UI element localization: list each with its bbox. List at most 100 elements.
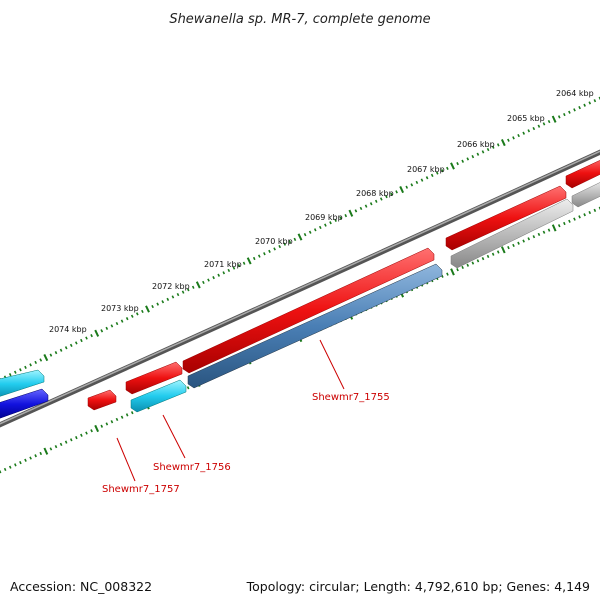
gene-forward-5[interactable] [565, 158, 600, 189]
outer-minor-tick [435, 171, 439, 175]
outer-minor-tick [242, 261, 246, 265]
outer-minor-tick [13, 370, 17, 374]
outer-minor-tick [8, 373, 12, 377]
gene-forward-2[interactable] [125, 361, 183, 395]
outer-minor-tick [207, 278, 210, 282]
inner-major-tick [500, 246, 506, 254]
outer-minor-tick [222, 271, 226, 275]
outer-minor-tick [34, 360, 38, 365]
outer-minor-tick [461, 159, 465, 163]
outer-minor-tick [120, 319, 124, 323]
outer-minor-tick [588, 101, 592, 105]
gene-forward-3[interactable] [182, 247, 435, 374]
outer-minor-tick [105, 326, 109, 330]
outer-minor-tick [161, 300, 165, 304]
outer-minor-tick [313, 228, 317, 232]
outer-major-tick [94, 329, 100, 337]
outer-minor-tick [74, 341, 78, 345]
left-partial-genes [0, 369, 49, 420]
outer-minor-tick [217, 273, 221, 277]
outer-minor-tick [405, 185, 409, 189]
outer-minor-tick [54, 351, 58, 355]
inner-minor-tick [34, 454, 37, 458]
outer-major-tick [399, 185, 405, 194]
outer-minor-tick [425, 176, 429, 180]
genome-backbone-highlight [0, 150, 600, 425]
outer-major-tick [551, 115, 557, 123]
inner-minor-tick [100, 424, 104, 428]
inner-minor-tick [90, 429, 93, 433]
gene-label-1756[interactable]: Shewmr7_1756 [153, 462, 231, 473]
outer-minor-tick [364, 204, 368, 208]
inner-minor-tick [456, 268, 459, 272]
outer-minor-tick [344, 213, 348, 218]
kbp-labels: 2064 kbp 2065 kbp 2066 kbp 2067 kbp 2068… [49, 89, 594, 334]
outer-minor-tick [542, 122, 546, 126]
inner-minor-tick [8, 465, 12, 469]
inner-minor-tick [105, 422, 109, 426]
inner-minor-tick [69, 438, 73, 442]
outer-minor-tick [430, 173, 434, 178]
inner-minor-tick [110, 420, 114, 424]
outer-minor-tick [80, 338, 83, 343]
gene-grey-right[interactable] [450, 198, 574, 269]
gene-label-1757[interactable]: Shewmr7_1757 [102, 484, 180, 495]
inner-minor-tick [593, 208, 597, 213]
outer-minor-tick [171, 295, 175, 299]
gene-forward-4[interactable] [445, 185, 567, 251]
outer-minor-tick [130, 314, 134, 318]
inner-minor-tick [588, 210, 592, 215]
outer-minor-tick [263, 252, 266, 256]
inner-minor-tick [75, 435, 78, 440]
outer-minor-tick [227, 268, 231, 273]
kbp-label-2068: 2068 kbp [356, 189, 394, 198]
inner-minor-tick [583, 213, 586, 217]
kbp-label-2074: 2074 kbp [49, 325, 87, 334]
leader-line-1757 [116, 437, 136, 482]
outer-minor-tick [395, 190, 398, 194]
gene-labels: Shewmr7_1755 Shewmr7_1756 Shewmr7_1757 [102, 392, 390, 495]
inner-minor-tick [471, 261, 475, 265]
outer-minor-tick [19, 368, 22, 372]
accession-text: Accession: NC_008322 [10, 579, 153, 594]
inner-minor-tick [0, 470, 2, 474]
kbp-label-2073: 2073 kbp [101, 304, 139, 313]
gene-label-1755[interactable]: Shewmr7_1755 [312, 392, 390, 403]
outer-minor-tick [273, 247, 276, 251]
kbp-label-2065: 2065 kbp [507, 114, 545, 123]
gene-blue-left[interactable] [0, 388, 49, 420]
outer-minor-tick [329, 221, 332, 225]
outer-minor-tick [456, 162, 459, 166]
gene-cyan-left[interactable] [0, 369, 45, 398]
outer-minor-tick [578, 105, 581, 110]
inner-major-tick [94, 424, 100, 433]
inner-minor-tick [568, 219, 571, 223]
gene-shewmr7-1755[interactable] [187, 263, 443, 389]
gene-forward-1[interactable] [87, 389, 117, 411]
outer-minor-tick [537, 124, 541, 128]
genome-backbone [0, 149, 600, 428]
inner-minor-tick [125, 413, 129, 417]
inner-minor-tick [573, 217, 576, 221]
outer-minor-tick [125, 317, 129, 321]
inner-minor-tick [481, 257, 485, 261]
leader-line-1756 [162, 414, 186, 459]
outer-minor-tick [252, 256, 256, 261]
outer-minor-tick [420, 178, 424, 182]
outer-minor-tick [557, 115, 561, 119]
inner-minor-tick [537, 232, 541, 237]
gene-shewmr7-1756[interactable] [130, 379, 187, 413]
inner-minor-tick [115, 417, 119, 422]
outer-minor-tick [334, 218, 337, 222]
kbp-label-2071: 2071 kbp [204, 260, 242, 269]
outer-minor-tick [440, 169, 444, 173]
inner-minor-tick [466, 263, 470, 267]
outer-minor-tick [278, 244, 282, 249]
kbp-label-2067: 2067 kbp [407, 165, 445, 174]
outer-minor-tick [176, 292, 180, 297]
inner-minor-tick [547, 228, 551, 232]
outer-minor-tick [293, 237, 297, 242]
inner-minor-tick [542, 230, 546, 234]
outer-minor-tick [593, 99, 597, 103]
outer-minor-tick [191, 285, 195, 289]
